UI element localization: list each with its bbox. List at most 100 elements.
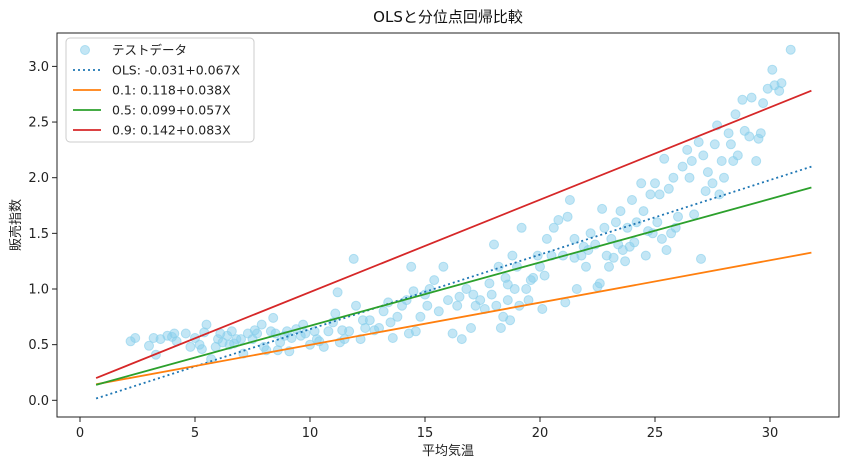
scatter-point [452,300,463,311]
scatter-point [392,311,403,322]
scatter-point [443,295,453,306]
scatter-point [689,209,700,220]
scatter-point [645,189,656,200]
scatter-point [332,287,343,298]
scatter-point [468,289,479,300]
regression-line [95,251,812,386]
scatter-point [259,341,269,352]
scatter-point [378,306,389,317]
scatter-point [592,281,603,292]
scatter-point [707,178,718,189]
scatter-point [608,252,619,263]
x-tick-label: 20 [532,426,549,441]
scatter-point [249,325,260,336]
scatter-point [548,222,559,233]
scatter-point [415,311,426,322]
legend-label-line: 0.9: 0.142+0.083X [112,123,231,138]
scatter-point [486,289,497,300]
x-tick-label: 15 [417,426,434,441]
scatter-point [344,326,355,337]
scatter-point [433,306,444,317]
scatter-point [581,261,591,272]
legend-label-line: 0.1: 0.118+0.038X [112,83,231,98]
scatter-point [505,315,516,326]
scatter-point [525,275,536,286]
scatter-point [620,256,631,267]
scatter-point [597,203,608,214]
scatter-point [357,315,368,326]
scatter-point [659,153,670,164]
scatter-point [454,291,465,302]
x-tick-label: 10 [302,426,319,441]
x-axis: 0 5 10 15 20 25 30 [76,417,778,441]
scatter-point [447,328,458,339]
x-tick-label: 5 [191,426,199,441]
scatter-point [509,284,520,294]
scatter-point [716,156,727,166]
scatter-point [610,217,621,228]
scatter-point [571,284,582,294]
scatter-point [730,109,741,120]
scatter-point [562,211,573,222]
scatter-point [385,317,396,328]
scatter-point [650,178,660,189]
scatter-point [502,295,513,306]
scatter-point [226,326,237,337]
scatter-point [236,334,246,345]
scatter-point [728,156,739,166]
regression-line [95,186,812,386]
y-tick-label: 3.0 [28,60,49,75]
legend-box [65,37,255,143]
scatter-point [521,284,532,294]
scatter-point [461,284,472,294]
scatter-point [656,233,667,244]
scatter-point [767,64,778,75]
scatter-point [507,250,518,261]
scatter-point [351,300,361,311]
scatter-point [268,312,279,323]
regression-line [95,165,812,400]
scatter-point [755,128,766,139]
scatter-point [532,250,543,261]
scatter-point [466,323,476,333]
scatter-point [185,341,196,352]
scatter-point [502,279,513,290]
legend-label-line: OLS: -0.031+0.067X [112,63,240,78]
scatter-point [429,275,440,286]
scatter-point [410,326,421,337]
regression-line [95,89,812,379]
scatter-point [569,233,580,244]
scatter-point [719,172,729,183]
scatter-point [286,333,297,343]
legend-label-scatter: テストデータ [112,43,187,58]
scatter-point [693,137,704,148]
scatter-point [661,245,672,255]
scatter-point [495,323,506,333]
scatter-point [599,222,610,233]
scatter-point [516,222,527,233]
x-tick-label: 25 [647,426,664,441]
y-tick-label: 2.0 [28,171,49,186]
scatter-point [700,186,711,197]
y-tick-label: 0.0 [28,394,49,409]
scatter-point [668,172,679,183]
scatter-point [776,78,787,89]
scatter-point [615,206,626,217]
scatter-point [438,261,449,272]
scatter-point [196,344,207,355]
scatter-point [553,215,564,225]
scatter-point [686,156,697,166]
scatter-point [663,183,674,194]
scatter-point [604,261,614,272]
scatter-point [746,92,757,103]
scatter-point [330,308,341,319]
scatter-point [638,206,649,217]
scatter-point [758,98,769,109]
scatter-point [698,150,709,161]
scatter-point [627,195,637,205]
scatter-point [130,333,141,343]
scatter-point [751,156,762,166]
scatter-point [737,94,748,105]
scatter-point [654,189,665,200]
